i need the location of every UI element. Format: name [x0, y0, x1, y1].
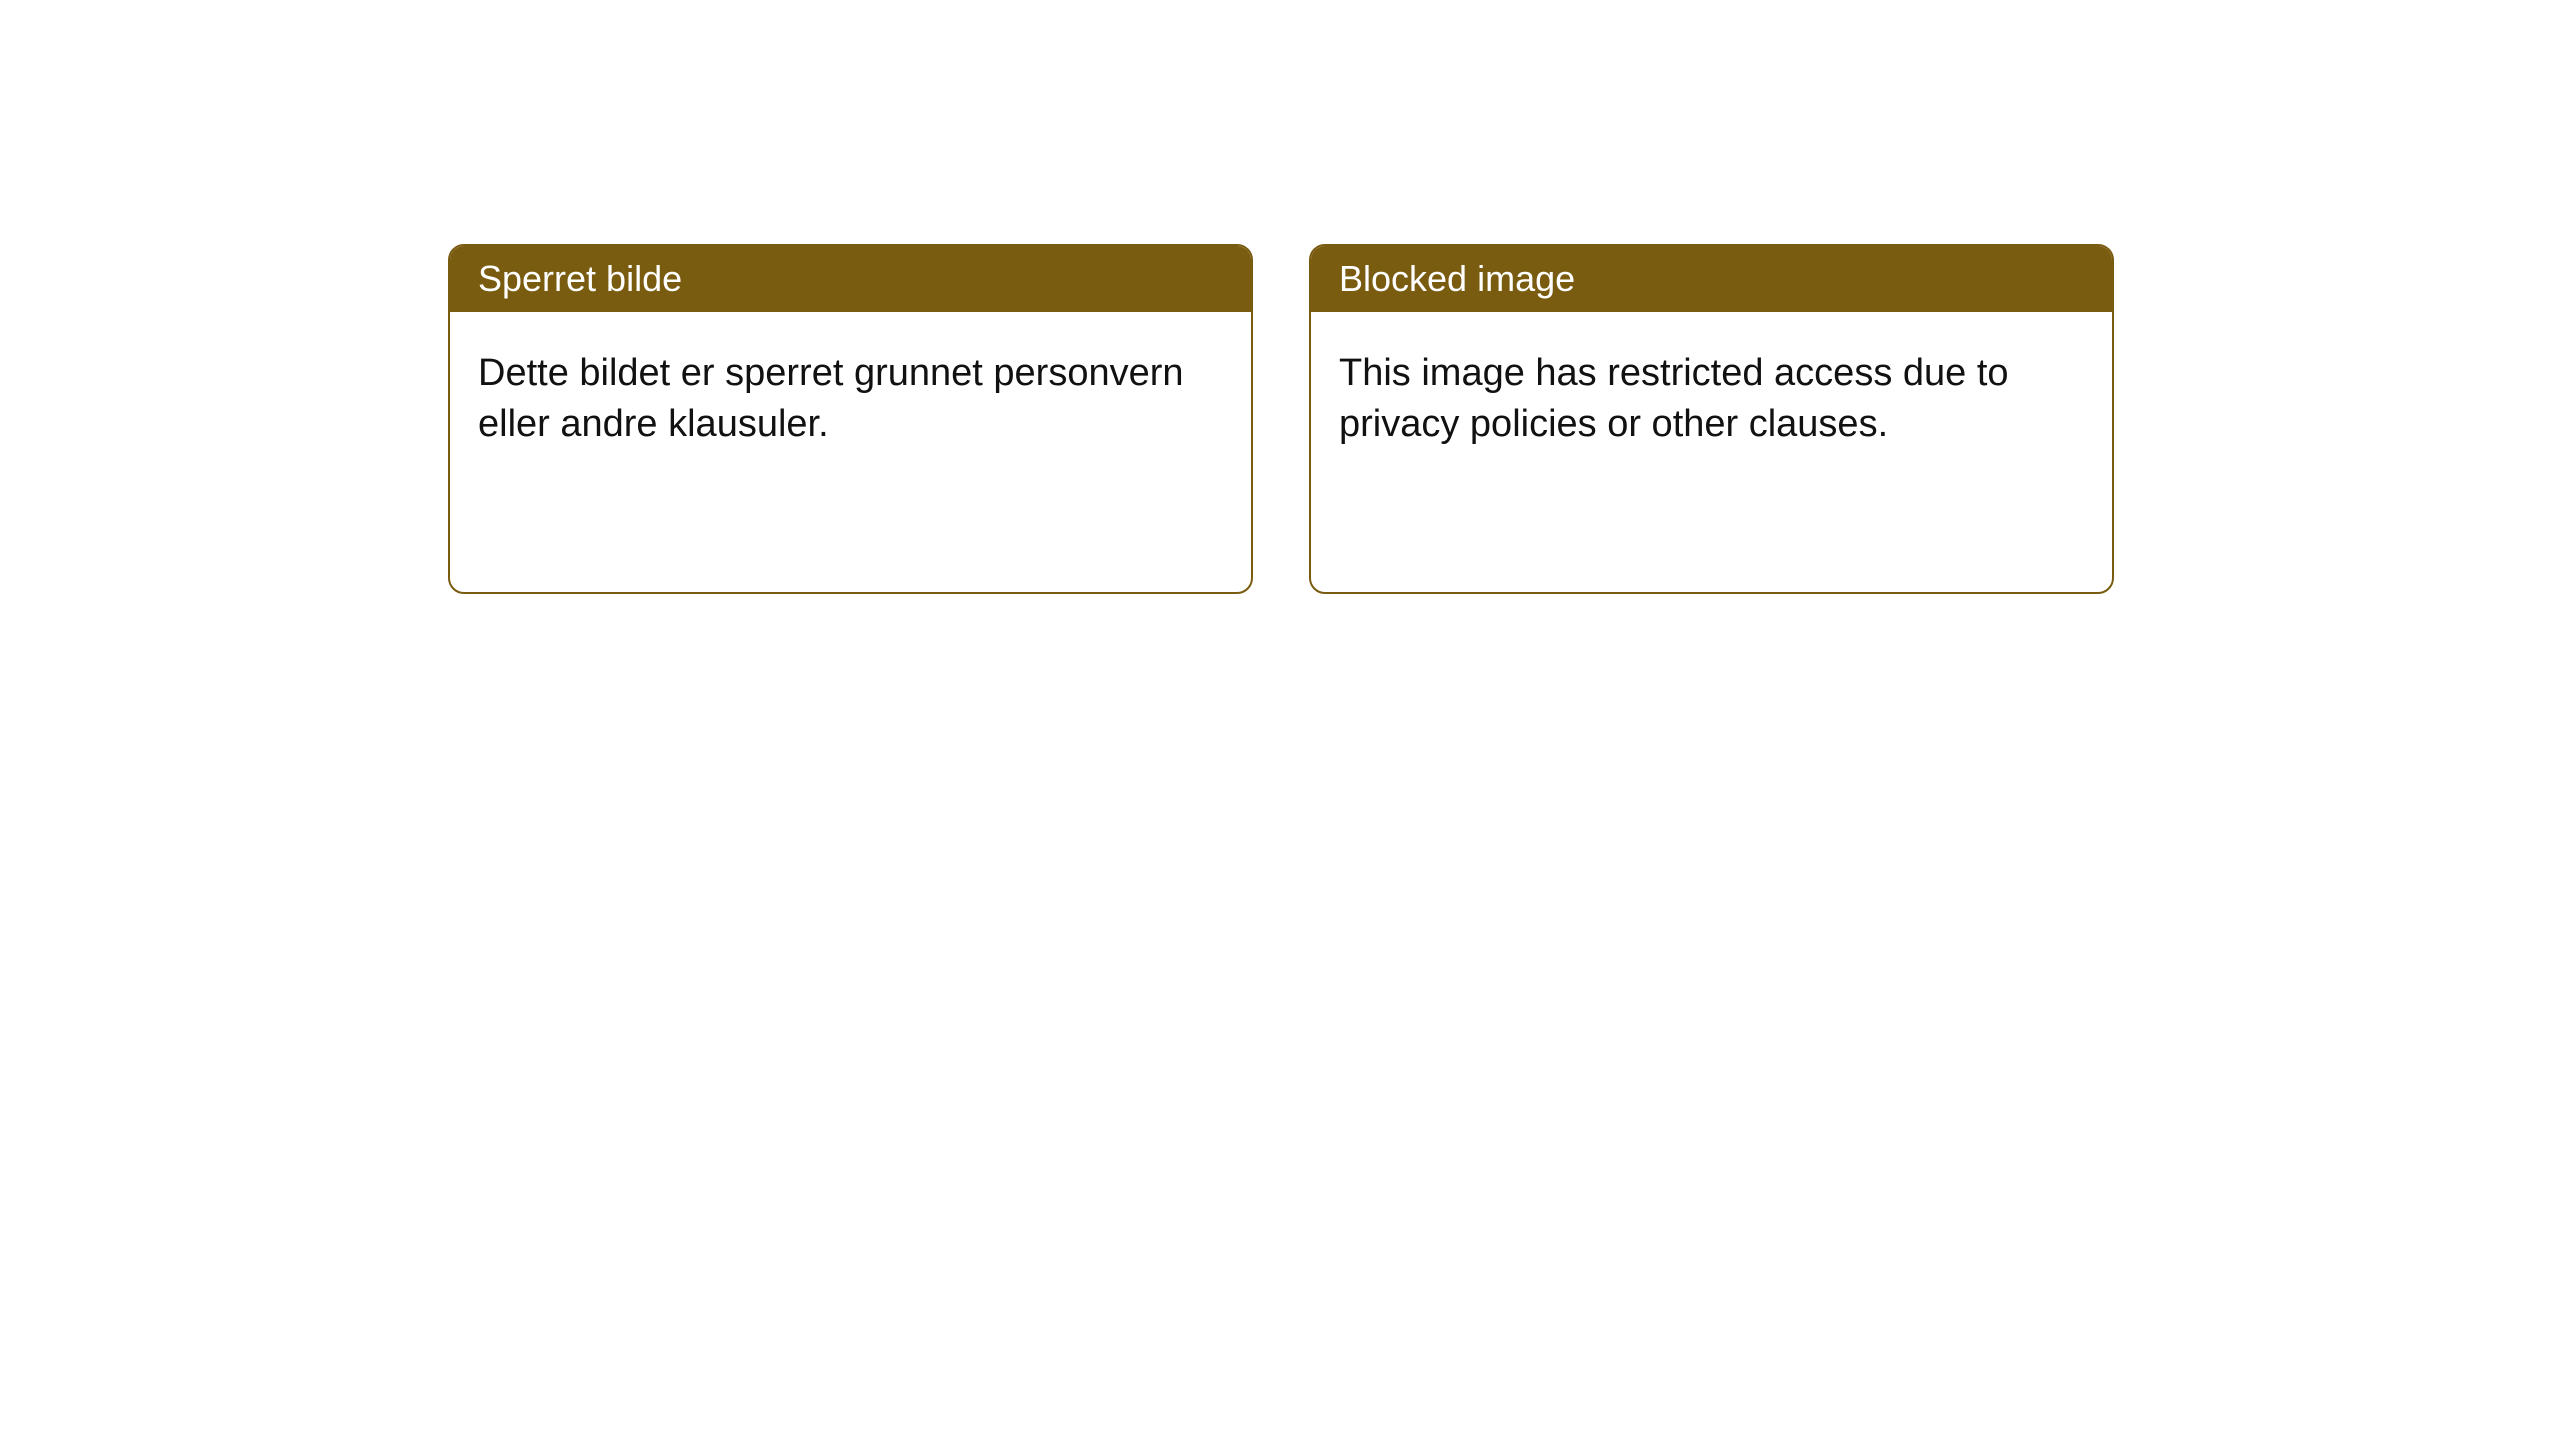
notice-card-norwegian: Sperret bilde Dette bildet er sperret gr…: [448, 244, 1253, 594]
notice-body-norwegian: Dette bildet er sperret grunnet personve…: [450, 312, 1251, 592]
notice-card-english: Blocked image This image has restricted …: [1309, 244, 2114, 594]
notice-container: Sperret bilde Dette bildet er sperret gr…: [448, 244, 2114, 594]
notice-body-english: This image has restricted access due to …: [1311, 312, 2112, 592]
notice-title-norwegian: Sperret bilde: [450, 246, 1251, 312]
notice-title-english: Blocked image: [1311, 246, 2112, 312]
